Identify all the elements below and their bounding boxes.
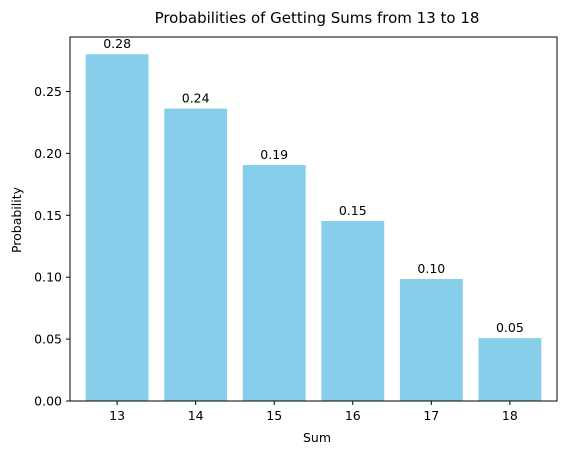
bar-labels-layer: 0.28 0.24 0.19 0.15 0.10 0.05 bbox=[103, 36, 524, 335]
bar-14 bbox=[164, 108, 228, 402]
y-tick-label: 0.25 bbox=[34, 84, 62, 99]
x-tick-label-16: 16 bbox=[345, 408, 361, 423]
bar-15 bbox=[242, 165, 306, 401]
y-tick-label: 0.10 bbox=[34, 270, 62, 285]
bar-value-label-15: 0.19 bbox=[260, 147, 288, 162]
bar-value-label-14: 0.24 bbox=[182, 91, 210, 106]
bar-18 bbox=[478, 338, 542, 401]
plot-frame bbox=[69, 36, 558, 402]
x-axis-title: Sum bbox=[303, 430, 331, 445]
bar-value-label-18: 0.05 bbox=[496, 320, 524, 335]
y-axis-title: Probability bbox=[9, 186, 24, 253]
x-tick-label-14: 14 bbox=[188, 408, 204, 423]
x-tick-label-13: 13 bbox=[109, 408, 125, 423]
bar-17 bbox=[399, 279, 463, 401]
x-tick-label-15: 15 bbox=[266, 408, 282, 423]
x-tick-label-17: 17 bbox=[423, 408, 439, 423]
bar-value-label-13: 0.28 bbox=[103, 36, 131, 51]
y-tick-label: 0.05 bbox=[34, 332, 62, 347]
y-axis: 0.00 0.05 0.10 0.15 0.20 0.25 bbox=[34, 84, 70, 409]
x-axis: 13 14 15 16 17 18 bbox=[109, 401, 518, 423]
bar-16 bbox=[321, 220, 385, 401]
bars-layer bbox=[85, 54, 542, 402]
x-tick-label-18: 18 bbox=[502, 408, 518, 423]
y-tick-label: 0.00 bbox=[34, 394, 62, 409]
y-tick-label: 0.20 bbox=[34, 146, 62, 161]
y-tick-label: 0.15 bbox=[34, 208, 62, 223]
bar-value-label-16: 0.15 bbox=[339, 203, 367, 218]
chart-title: Probabilities of Getting Sums from 13 to… bbox=[155, 9, 480, 27]
bar-13 bbox=[85, 54, 149, 401]
bar-value-label-17: 0.10 bbox=[417, 261, 445, 276]
